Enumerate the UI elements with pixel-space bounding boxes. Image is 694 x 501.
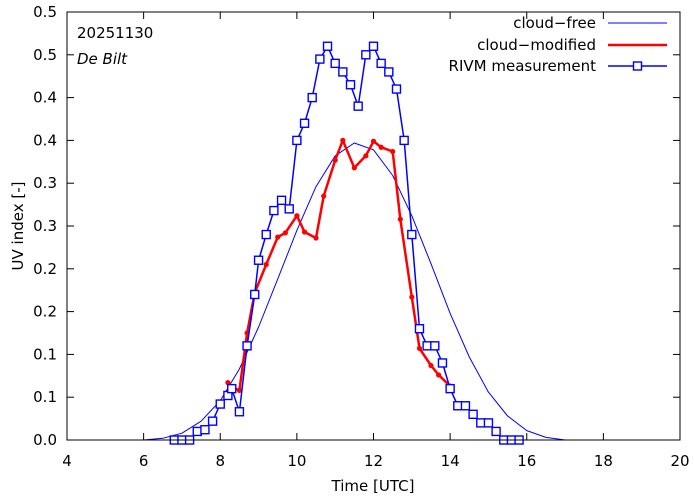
data-point-cloud-modified: [294, 213, 300, 219]
y-tick-label: 0.2: [33, 260, 57, 278]
data-point-rivm-measurement: [353, 101, 363, 111]
x-tick-label: 6: [139, 452, 149, 470]
data-point-rivm-measurement: [292, 135, 302, 146]
legend-marker-rivm-measurement: [632, 61, 643, 71]
y-axis-label: UV index [-]: [9, 182, 27, 271]
x-axis-ticks: 4 6 8 10 12 14 16 18 20: [62, 12, 690, 470]
plot-frame: [66, 11, 681, 441]
data-point-rivm-measurement: [250, 289, 260, 300]
data-point-rivm-measurement: [215, 399, 225, 409]
data-point-cloud-modified: [397, 216, 403, 222]
x-tick-label: 10: [287, 452, 306, 470]
data-point-cloud-modified: [263, 261, 269, 268]
data-point-rivm-measurement: [192, 426, 202, 437]
x-tick-label: 8: [215, 452, 225, 470]
data-point-cloud-modified: [390, 148, 396, 155]
data-point-cloud-modified: [282, 230, 288, 236]
data-point-rivm-measurement: [227, 383, 237, 394]
data-point-rivm-measurement: [422, 341, 432, 351]
data-point-cloud-modified: [340, 137, 346, 143]
data-point-rivm-measurement: [253, 255, 264, 265]
date-annotation: 20251130: [77, 24, 153, 42]
data-point-rivm-measurement: [368, 41, 379, 51]
data-point-rivm-measurement: [242, 341, 252, 351]
data-point-rivm-measurement: [483, 418, 494, 428]
x-tick-label: 12: [364, 452, 383, 470]
data-point-rivm-measurement: [338, 67, 348, 77]
data-point-rivm-measurement: [437, 358, 448, 368]
y-tick-label: 0.1: [33, 345, 57, 363]
data-point-cloud-modified: [236, 387, 243, 393]
data-point-rivm-measurement: [269, 205, 279, 216]
data-point-cloud-modified: [321, 193, 327, 199]
data-point-cloud-modified: [428, 362, 434, 369]
data-point-rivm-measurement: [361, 50, 371, 60]
x-axis-label: Time [UTC]: [331, 477, 415, 495]
data-point-cloud-modified: [370, 138, 377, 144]
y-tick-label: 0.5: [33, 46, 57, 64]
data-point-cloud-modified: [275, 234, 281, 240]
y-tick-label: 0.4: [33, 131, 57, 149]
data-point-cloud-modified: [436, 372, 442, 378]
legend-label-cloud-free: cloud−free: [513, 14, 596, 32]
legend: cloud−free cloud−modified RIVM measureme…: [449, 14, 667, 75]
data-point-rivm-measurement: [315, 54, 325, 64]
data-point-rivm-measurement: [330, 58, 340, 69]
data-point-cloud-modified: [416, 345, 423, 352]
data-point-rivm-measurement: [414, 324, 425, 334]
data-point-rivm-measurement: [468, 409, 478, 420]
data-point-rivm-measurement: [399, 135, 409, 146]
x-tick-label: 16: [517, 452, 536, 470]
y-axis-ticks: 0.0 0.1 0.1 0.2 0.2 0.3 0.3 0.4 0.4 0.5 0.5: [33, 3, 680, 449]
location-annotation: De Bilt: [77, 50, 128, 68]
data-point-rivm-measurement: [261, 229, 271, 240]
series-line-cloud-free: [143, 142, 566, 441]
data-point-rivm-measurement: [391, 84, 402, 94]
y-tick-label: 0.2: [33, 303, 57, 321]
data-point-cloud-modified: [313, 235, 319, 241]
data-point-rivm-measurement: [430, 341, 440, 351]
data-point-cloud-modified: [409, 294, 415, 300]
data-point-rivm-measurement: [276, 195, 287, 206]
data-point-rivm-measurement: [384, 67, 394, 77]
y-tick-label: 0.4: [33, 89, 57, 107]
data-point-rivm-measurement: [453, 401, 463, 411]
y-tick-label: 0.5: [33, 3, 57, 21]
data-point-rivm-measurement: [476, 418, 486, 428]
x-tick-label: 4: [62, 452, 72, 470]
y-tick-label: 0.0: [33, 431, 57, 449]
data-point-cloud-modified: [351, 165, 357, 171]
data-point-rivm-measurement: [234, 407, 245, 417]
legend-label-rivm-measurement: RIVM measurement: [449, 57, 597, 75]
data-point-rivm-measurement: [376, 58, 386, 69]
data-point-rivm-measurement: [307, 92, 317, 103]
y-tick-label: 0.1: [33, 388, 57, 406]
data-point-rivm-measurement: [491, 426, 501, 437]
x-tick-label: 14: [441, 452, 460, 470]
data-point-cloud-modified: [378, 144, 384, 150]
data-point-rivm-measurement: [345, 80, 356, 90]
data-point-rivm-measurement: [460, 401, 471, 411]
data-point-rivm-measurement: [284, 204, 294, 214]
x-tick-label: 20: [670, 452, 689, 470]
data-point-rivm-measurement: [207, 416, 218, 426]
data-point-rivm-measurement: [322, 41, 333, 51]
data-point-rivm-measurement: [445, 383, 455, 394]
data-point-rivm-measurement: [299, 118, 310, 128]
data-point-cloud-modified: [332, 157, 338, 163]
y-tick-label: 0.3: [33, 174, 57, 192]
data-point-rivm-measurement: [200, 425, 210, 435]
x-tick-label: 18: [594, 452, 613, 470]
data-point-cloud-modified: [301, 229, 308, 235]
data-point-cloud-modified: [363, 153, 369, 159]
y-tick-label: 0.3: [33, 217, 57, 235]
legend-label-cloud-modified: cloud−modified: [477, 36, 596, 54]
data-point-rivm-measurement: [407, 229, 417, 240]
